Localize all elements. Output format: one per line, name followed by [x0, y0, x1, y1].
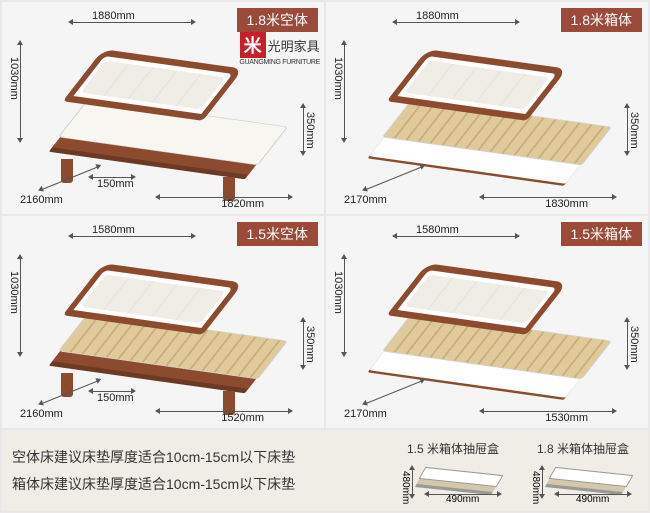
dimension-label: 1520mm	[221, 412, 264, 424]
dimension-label: 1530mm	[545, 412, 588, 424]
dimension-label: 1880mm	[92, 10, 135, 22]
size-badge: 1.5米箱体	[561, 222, 642, 246]
drawer-height-label: 480mm	[400, 471, 411, 504]
dimension-line	[412, 469, 413, 495]
dimension-line	[303, 107, 304, 152]
drawer-width-label: 490mm	[446, 494, 479, 505]
dimension-label: 1030mm	[332, 57, 344, 100]
spec-grid: 1.8米空体米光明家具 GUANGMING FURNITURE 1880mm 1030…	[0, 0, 650, 430]
brand-name-en: GUANGMING FURNITURE	[239, 59, 320, 66]
drawer-illustration: 480mm490mm	[528, 461, 638, 501]
dimension-line	[92, 177, 132, 178]
dimension-line	[159, 197, 289, 198]
dimension-line	[542, 469, 543, 495]
size-badge: 1.8米箱体	[561, 8, 642, 32]
dimension-label: 350mm	[304, 112, 316, 149]
dimension-line	[627, 107, 628, 152]
dimension-line	[344, 258, 345, 353]
dimension-label: 1030mm	[8, 57, 20, 100]
size-badge: 1.5米空体	[237, 222, 318, 246]
dimension-label: 2160mm	[20, 194, 63, 206]
dimension-line	[72, 236, 192, 237]
drawer-title: 1.8 米箱体抽屉盒	[528, 440, 638, 457]
dimension-label: 1580mm	[92, 224, 135, 236]
note-line-1: 空体床建议床垫厚度适合10cm-15cm以下床垫	[12, 444, 398, 471]
brand-logo: 米光明家具 GUANGMING FURNITURE	[239, 32, 320, 66]
drawer-specs: 1.5 米箱体抽屉盒 480mm490mm 1.8 米箱体抽屉盒 480mm490mm	[398, 440, 638, 501]
dimension-line	[303, 321, 304, 366]
dimension-label: 1820mm	[221, 198, 264, 210]
drawer-title: 1.5 米箱体抽屉盒	[398, 440, 508, 457]
note-line-2: 箱体床建议床垫厚度适合10cm-15cm以下床垫	[12, 471, 398, 498]
drawer-width-label: 490mm	[576, 494, 609, 505]
bed-illustration	[53, 49, 273, 189]
dimension-line	[483, 197, 613, 198]
dimension-line	[20, 258, 21, 353]
dimension-label: 1580mm	[416, 224, 459, 236]
dimension-line	[627, 321, 628, 366]
dimension-line	[558, 494, 628, 495]
dimension-line	[72, 22, 192, 23]
dimension-line	[159, 411, 289, 412]
dimension-line	[428, 494, 498, 495]
dimension-line	[344, 44, 345, 139]
bed-panel-0: 1.8米空体米光明家具 GUANGMING FURNITURE 1880mm 1030…	[2, 2, 324, 214]
dimension-label: 350mm	[304, 326, 316, 363]
dimension-line	[20, 44, 21, 139]
drawer-illustration: 480mm490mm	[398, 461, 508, 501]
footer-strip: 空体床建议床垫厚度适合10cm-15cm以下床垫 箱体床建议床垫厚度适合10cm…	[2, 430, 648, 511]
dimension-label: 1030mm	[8, 271, 20, 314]
dimension-label: 150mm	[97, 178, 134, 190]
logo-mark-icon: 米	[240, 32, 266, 58]
dimension-label: 2160mm	[20, 408, 63, 420]
bed-illustration	[53, 263, 273, 403]
bed-illustration	[377, 263, 597, 403]
dimension-line	[92, 391, 132, 392]
bed-illustration	[377, 49, 597, 189]
dimension-line	[396, 22, 516, 23]
drawer-height-label: 480mm	[530, 471, 541, 504]
mattress-notes: 空体床建议床垫厚度适合10cm-15cm以下床垫 箱体床建议床垫厚度适合10cm…	[12, 444, 398, 497]
dimension-label: 1030mm	[332, 271, 344, 314]
drawer-spec: 1.5 米箱体抽屉盒 480mm490mm	[398, 440, 508, 501]
dimension-label: 350mm	[628, 112, 640, 149]
dimension-label: 350mm	[628, 326, 640, 363]
dimension-line	[483, 411, 613, 412]
bed-panel-1: 1.8米箱体 1880mm 1030mm 350mm 2170mm 1830mm	[326, 2, 648, 214]
bed-panel-2: 1.5米空体 1580mm 1030mm 350mm 2160mm 150mm 1520mm	[2, 216, 324, 428]
bed-panel-3: 1.5米箱体 1580mm 1030mm 350mm 2170mm 1530mm	[326, 216, 648, 428]
drawer-spec: 1.8 米箱体抽屉盒 480mm490mm	[528, 440, 638, 501]
dimension-label: 2170mm	[344, 408, 387, 420]
brand-name-cn: 光明家具	[268, 39, 320, 54]
dimension-label: 1880mm	[416, 10, 459, 22]
size-badge: 1.8米空体	[237, 8, 318, 32]
dimension-label: 150mm	[97, 392, 134, 404]
dimension-line	[396, 236, 516, 237]
dimension-label: 2170mm	[344, 194, 387, 206]
dimension-label: 1830mm	[545, 198, 588, 210]
